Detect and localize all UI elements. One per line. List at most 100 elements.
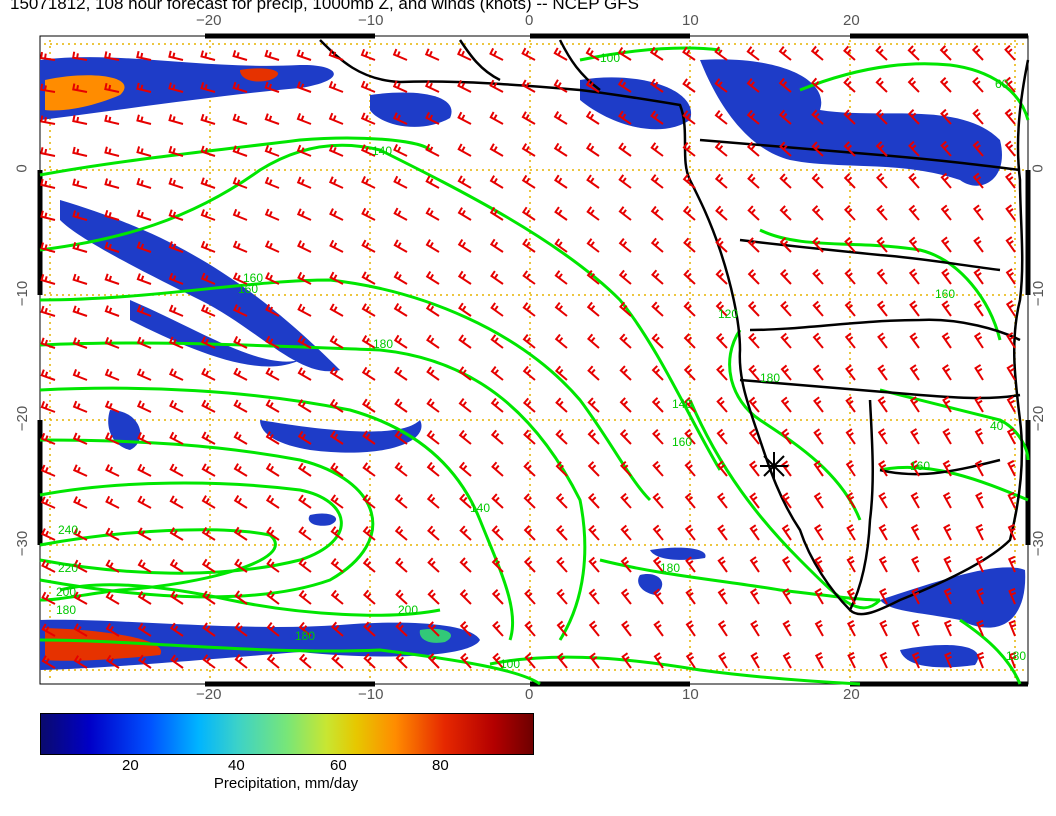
wind-barb (361, 398, 376, 413)
wind-barb (136, 273, 152, 285)
wind-barb (651, 333, 664, 349)
contour-label: 140 (672, 397, 692, 411)
precip-colorbar (40, 713, 534, 755)
wind-barb (524, 620, 536, 637)
contour-label: 180 (660, 561, 680, 575)
wind-barb (330, 557, 344, 573)
wind-barb (653, 588, 664, 605)
wind-barb (169, 590, 184, 605)
wind-barb (234, 558, 248, 573)
wind-barb (104, 400, 120, 413)
precip-south-core-2 (419, 628, 451, 643)
wind-barb (169, 558, 184, 573)
wind-barb (169, 463, 184, 477)
wind-barb (716, 492, 728, 509)
wind-barb (168, 177, 184, 189)
lat-tick-right: 0 (1029, 164, 1047, 173)
wind-barb (168, 50, 184, 61)
wind-barb (361, 207, 376, 221)
wind-barb (556, 652, 568, 669)
wind-barb (908, 140, 920, 157)
wind-barb (489, 143, 504, 157)
wind-barb (329, 430, 344, 445)
wind-barb (490, 334, 504, 349)
wind-barb (200, 177, 216, 189)
wind-barb (393, 239, 408, 253)
wind-barb (104, 336, 120, 349)
wind-barb (876, 268, 888, 285)
wind-barb (72, 369, 88, 381)
wind-barb (137, 591, 152, 605)
wind-barb (104, 114, 120, 125)
wind-barb (846, 524, 856, 541)
wind-barb (618, 110, 632, 125)
precip-core-north (45, 75, 125, 111)
wind-barb (72, 337, 88, 349)
precip-streak-1 (60, 200, 340, 372)
wind-barb (298, 526, 312, 541)
wind-barb (40, 337, 56, 349)
wind-barb (170, 654, 184, 669)
wind-barb (1004, 172, 1016, 189)
wind-barb (715, 333, 728, 349)
wind-barb (200, 82, 216, 93)
wind-barb (40, 274, 56, 285)
wind-barb (266, 558, 280, 573)
wind-barb (72, 400, 88, 413)
wind-barb (586, 174, 600, 189)
wind-barb (394, 430, 408, 445)
wind-barb (779, 237, 792, 253)
wind-barb (683, 301, 696, 317)
wind-barb (363, 621, 376, 637)
precip-core-north-2 (240, 68, 279, 82)
wind-barb (136, 114, 152, 125)
wind-barb (424, 48, 440, 61)
wind-barb (522, 302, 536, 317)
wind-barb (750, 652, 760, 669)
wind-barb (489, 238, 504, 253)
wind-barb (490, 270, 504, 285)
wind-barb (814, 588, 824, 605)
wind-barb (200, 304, 216, 317)
wind-barb (459, 621, 472, 637)
wind-barb (521, 174, 536, 189)
wind-barb (939, 77, 952, 93)
wind-barb (747, 237, 760, 253)
wind-barb (844, 332, 856, 349)
wind-barb (1004, 140, 1016, 157)
wind-barb (265, 367, 280, 381)
contour-label: 140 (372, 144, 392, 158)
wind-barb (360, 144, 376, 157)
contour-label: 160 (243, 271, 263, 285)
wind-barb (425, 302, 440, 317)
wind-barb (650, 174, 664, 189)
wind-barb (812, 300, 824, 317)
wind-barb (490, 397, 504, 413)
wind-barb (619, 460, 632, 477)
wind-barb (489, 175, 504, 189)
wind-barb (814, 619, 824, 637)
wind-barb (683, 365, 696, 381)
contour-label: 200 (56, 585, 76, 599)
wind-barb (105, 495, 120, 509)
wind-barb (556, 620, 568, 637)
wind-barb (201, 558, 216, 573)
wind-barb (426, 493, 440, 509)
wind-barb (169, 431, 184, 445)
wind-barb (746, 141, 760, 157)
wind-barb (554, 365, 568, 381)
wind-barb (1007, 555, 1016, 573)
wind-barb (1005, 300, 1016, 317)
wind-barb (684, 428, 696, 445)
wind-barb (975, 491, 984, 509)
wind-barb (974, 459, 984, 477)
wind-barb (329, 398, 344, 413)
wind-barb (779, 141, 792, 157)
wind-barb (233, 431, 248, 445)
wind-barb (427, 589, 440, 605)
wind-barb (748, 460, 760, 477)
wind-barb (844, 300, 856, 317)
wind-barb (298, 494, 312, 509)
wind-barb (459, 589, 472, 605)
wind-barb (555, 429, 568, 445)
